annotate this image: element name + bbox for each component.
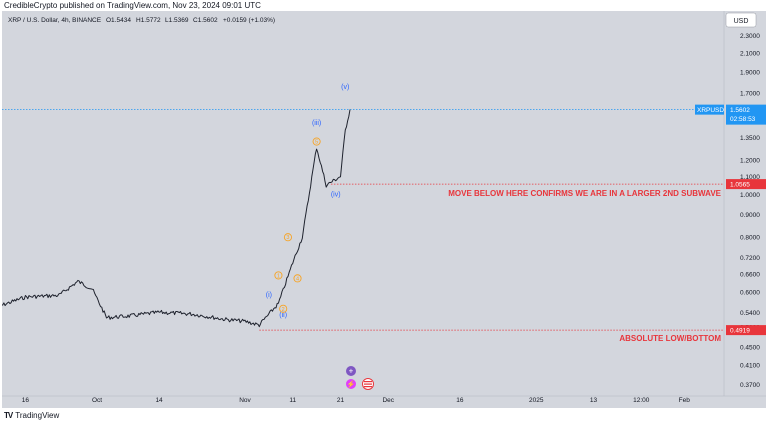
wave-subcount-ring [293,274,302,283]
time-tick-label: Feb [679,397,691,404]
price-tick-label: 0.7200 [740,255,760,262]
time-tick-label: 16 [456,397,464,404]
tradingview-logo[interactable]: TV TradingView [4,411,59,420]
chart-area[interactable]: XRP / U.S. Dollar, 4h, BINANCE O1.5434 H… [0,11,766,408]
wave-label: (iv) [331,192,341,199]
wave-label: (v) [341,84,349,91]
legend-low: L1.5369 [165,17,189,24]
currency-button[interactable] [725,12,757,28]
price-tick-label: 1.9000 [740,69,760,76]
wave-subcount-ring [312,137,321,146]
price-series-line [0,109,351,328]
last-price-tag [726,104,766,125]
legend-symbol: XRP / U.S. Dollar, 4h, BINANCE [8,17,102,24]
tradingview-logo-icon: TV [4,411,13,420]
time-tick-label: Dec [382,397,394,404]
wave-subcount-ring [283,233,293,242]
currency-button-label: USD [734,18,749,25]
level-annotation-confirm: MOVE BELOW HERE CONFIRMS WE ARE IN A LAR… [448,189,721,198]
price-tick-label: 1.0000 [740,192,760,199]
legend-change: +0.0159 (+1.03%) [223,17,275,24]
price-tick-label: 0.3700 [740,382,760,389]
wave-subcount-label: 1 [277,273,280,279]
bolt-icon: ⚡ [347,380,356,389]
wave-subcount-ring [274,271,283,280]
legend-high: H1.5772 [136,17,161,24]
event-icons[interactable]: + ⚡ [346,366,374,390]
level-price-tag [726,325,766,336]
tradingview-brand: TradingView [15,411,60,420]
price-tick-label: 0.5400 [740,310,760,317]
level-price-tag [726,179,766,190]
price-tick-label: 0.4100 [740,362,760,369]
event-plus-icon[interactable] [346,366,356,376]
price-tick-label: 0.9000 [740,212,760,219]
time-tick-label: 11 [289,397,296,404]
price-tick-label: 2.1000 [740,50,760,57]
wave-label: (ii) [279,312,287,319]
level-price-value: 0.4919 [730,328,750,335]
level-lines: 1.0565 0.4919 [259,179,766,336]
price-tick-label: 0.8000 [740,235,760,242]
publisher-line: CredibleCrypto published on TradingView.… [4,1,261,10]
flag-stripe [364,386,372,388]
level-price-value: 1.0565 [730,182,750,189]
wave-label: (i) [266,292,272,299]
price-tick-label: 1.7000 [740,91,760,98]
last-price-symbol-tag [695,104,724,115]
wave-subcount-label: 4 [296,276,299,282]
legend-open: O1.5434 [106,17,131,24]
time-tick-label: 21 [337,397,345,404]
price-tick-label: 1.3500 [740,135,760,142]
time-tick-label: Oct [92,397,102,404]
wave-subcount-label: 2 [282,307,285,313]
wave-label: (iii) [312,120,321,127]
time-tick-label: 13 [590,397,598,404]
last-price-value: 1.5602 [730,107,750,114]
price-chart[interactable]: XRP / U.S. Dollar, 4h, BINANCE O1.5434 H… [0,11,766,408]
price-tick-label: 1.1000 [740,174,760,181]
price-tick-label: 0.6600 [740,271,760,278]
wave-subcount-ring [279,304,288,313]
time-tick-label: 2025 [529,397,544,404]
price-tick-label: 0.4500 [740,345,760,352]
price-tick-label: 1.2000 [740,157,760,164]
last-price-countdown: 02:58:53 [730,116,756,123]
level-annotation-bottom: ABSOLUTE LOW/BOTTOM [619,334,721,343]
time-tick-label: Nov [239,397,251,404]
wave-labels: (i) (ii) (iii) (iv) (v) 1 2 3 4 5 [266,84,350,319]
time-tick-label: 14 [155,397,163,404]
wave-subcount-label: 3 [286,235,289,241]
footer-bar [0,408,770,422]
wave-subcount-label: 5 [315,140,318,146]
price-axis[interactable]: 2.30002.10001.90001.70001.50001.35001.20… [740,33,760,389]
last-price-symbol: XRPUSD [697,107,724,114]
legend-close: C1.5602 [193,17,218,24]
price-tick-label: 0.6000 [740,290,760,297]
time-tick-label: 16 [22,397,30,404]
time-tick-label: 12:00 [633,397,650,404]
time-axis[interactable]: 16 Oct 14 Nov 11 21 Dec 16 2025 13 12:00 Feb [22,397,690,404]
price-tick-label: 2.3000 [740,33,760,40]
event-bolt-icon[interactable] [346,379,356,389]
flag-stripe [364,381,372,383]
plus-icon: + [349,367,354,376]
flag-stripe [364,383,372,385]
